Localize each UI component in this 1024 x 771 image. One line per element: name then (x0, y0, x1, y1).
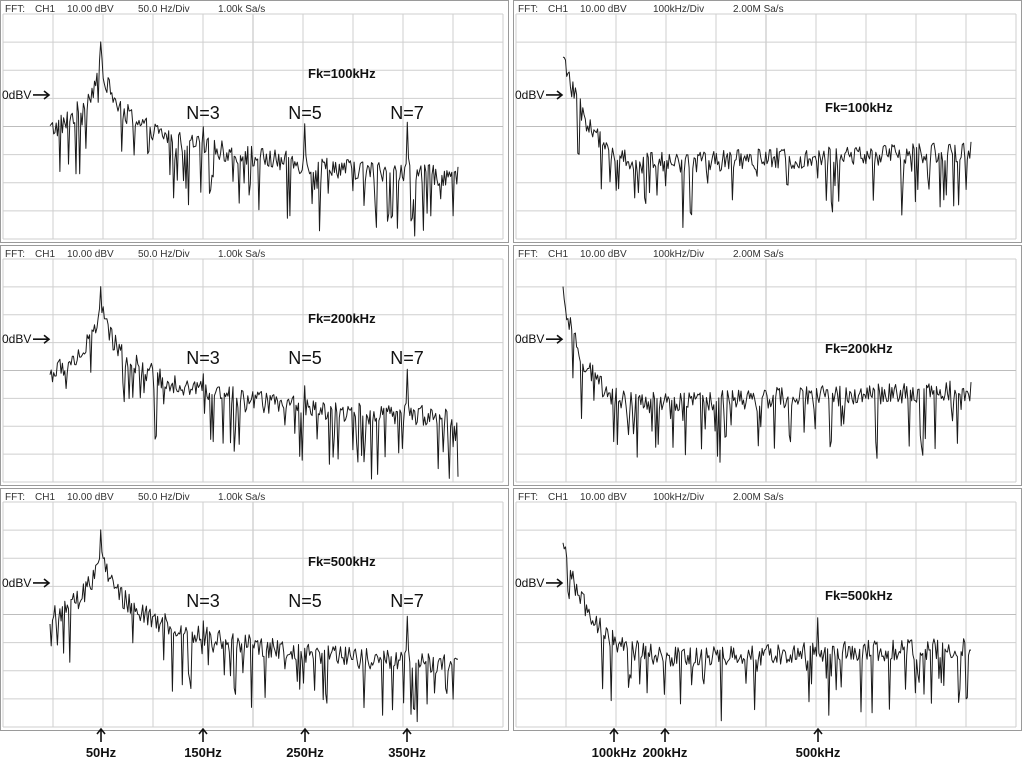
fk-label: Fk=200kHz (825, 341, 893, 356)
panel-frame (0, 245, 509, 486)
harmonic-label: N=7 (390, 103, 424, 123)
header-channel: CH1 (548, 4, 568, 15)
header-scale: 10.00 dBV (580, 492, 627, 503)
spectrum-trace (49, 529, 459, 723)
fft-panel-3: FFT: CH1 10.00 dBV 50.0 Hz/Div 1.00k Sa/s 0dB… (0, 245, 509, 486)
header-fft-label: FFT: (5, 492, 25, 503)
header-rate: 1.00k Sa/s (218, 492, 265, 503)
fk-label: Fk=500kHz (825, 588, 893, 603)
header-span: 50.0 Hz/Div (138, 4, 190, 15)
fft-panel-4: FFT: CH1 10.00 dBV 100kHz/Div 2.00M Sa/s 0dBV… (513, 245, 1022, 486)
ref-level-arrow (546, 334, 564, 344)
ref-level-label: 0dBV (515, 576, 544, 590)
header-rate: 2.00M Sa/s (733, 249, 784, 260)
harmonic-label: N=5 (288, 103, 322, 123)
freq-marker-label: 200kHz (643, 745, 688, 760)
ref-level-label: 0dBV (515, 332, 544, 346)
header-fft-label: FFT: (5, 249, 25, 260)
header-channel: CH1 (35, 249, 55, 260)
freq-marker-label: 100kHz (592, 745, 637, 760)
header-fft-label: FFT: (518, 249, 538, 260)
freq-marker-arrow (402, 727, 412, 742)
freq-marker-label: 150Hz (184, 745, 222, 760)
fk-label: Fk=100kHz (825, 100, 893, 115)
freq-marker-arrow (660, 727, 670, 742)
fft-panel-2: FFT: CH1 10.00 dBV 100kHz/Div 2.00M Sa/s 0dBV… (513, 0, 1022, 243)
harmonic-label: N=3 (186, 591, 220, 611)
header-rate: 1.00k Sa/s (218, 4, 265, 15)
ref-level-label: 0dBV (2, 576, 31, 590)
harmonic-label: N=3 (186, 103, 220, 123)
header-channel: CH1 (35, 4, 55, 15)
freq-markers-right: 100kHz 200kHz 500kHz (592, 727, 841, 760)
panel-frame (513, 488, 1022, 731)
header-rate: 1.00k Sa/s (218, 249, 265, 260)
ref-level-arrow (546, 578, 564, 588)
freq-marker-arrow (300, 727, 310, 742)
header-scale: 10.00 dBV (67, 4, 114, 15)
header-scale: 10.00 dBV (580, 4, 627, 15)
fk-label: Fk=200kHz (308, 311, 376, 326)
header-span: 50.0 Hz/Div (138, 249, 190, 260)
harmonic-label: N=5 (288, 348, 322, 368)
header-scale: 10.00 dBV (67, 492, 114, 503)
freq-marker-label: 500kHz (796, 745, 841, 760)
spectrum-trace (562, 286, 972, 463)
fk-label: Fk=100kHz (308, 66, 376, 81)
header-span: 100kHz/Div (653, 492, 704, 503)
freq-marker-label: 50Hz (86, 745, 117, 760)
spectrum-trace (49, 41, 459, 237)
ref-level-arrow (33, 578, 51, 588)
header-rate: 2.00M Sa/s (733, 4, 784, 15)
harmonic-label: N=7 (390, 591, 424, 611)
header-span: 100kHz/Div (653, 249, 704, 260)
freq-marker-arrow (813, 727, 823, 742)
harmonic-label: N=3 (186, 348, 220, 368)
ref-level-arrow (33, 334, 51, 344)
header-scale: 10.00 dBV (67, 249, 114, 260)
fft-panel-1: FFT: CH1 10.00 dBV 50.0 Hz/Div 1.00k Sa/s 0dB… (0, 0, 509, 243)
fk-label: Fk=500kHz (308, 554, 376, 569)
freq-marker-label: 250Hz (286, 745, 324, 760)
panel-frame (513, 0, 1022, 243)
ref-level-label: 0dBV (2, 88, 31, 102)
header-fft-label: FFT: (518, 492, 538, 503)
header-channel: CH1 (548, 249, 568, 260)
panel-frame (0, 488, 509, 731)
ref-level-arrow (33, 90, 51, 100)
freq-marker-arrow (609, 727, 619, 742)
harmonic-label: N=5 (288, 591, 322, 611)
header-channel: CH1 (35, 492, 55, 503)
header-fft-label: FFT: (5, 4, 25, 15)
ref-level-arrow (546, 90, 564, 100)
ref-level-label: 0dBV (515, 88, 544, 102)
freq-marker-label: 350Hz (388, 745, 426, 760)
spectrum-trace (562, 542, 972, 722)
header-scale: 10.00 dBV (580, 249, 627, 260)
spectrum-trace (562, 56, 972, 228)
harmonic-label: N=7 (390, 348, 424, 368)
header-fft-label: FFT: (518, 4, 538, 15)
fft-panel-5: FFT: CH1 10.00 dBV 50.0 Hz/Div 1.00k Sa/s 0dB… (0, 488, 509, 731)
header-span: 100kHz/Div (653, 4, 704, 15)
freq-marker-arrow (198, 727, 208, 742)
panel-frame (513, 245, 1022, 486)
header-span: 50.0 Hz/Div (138, 492, 190, 503)
header-rate: 2.00M Sa/s (733, 492, 784, 503)
freq-marker-arrow (96, 727, 106, 742)
header-channel: CH1 (548, 492, 568, 503)
fft-panel-6: FFT: CH1 10.00 dBV 100kHz/Div 2.00M Sa/s 0dBV… (513, 488, 1022, 731)
freq-markers-left: 50Hz 150Hz 250Hz 350Hz (86, 727, 426, 760)
ref-level-label: 0dBV (2, 332, 31, 346)
spectrum-trace (49, 286, 459, 480)
